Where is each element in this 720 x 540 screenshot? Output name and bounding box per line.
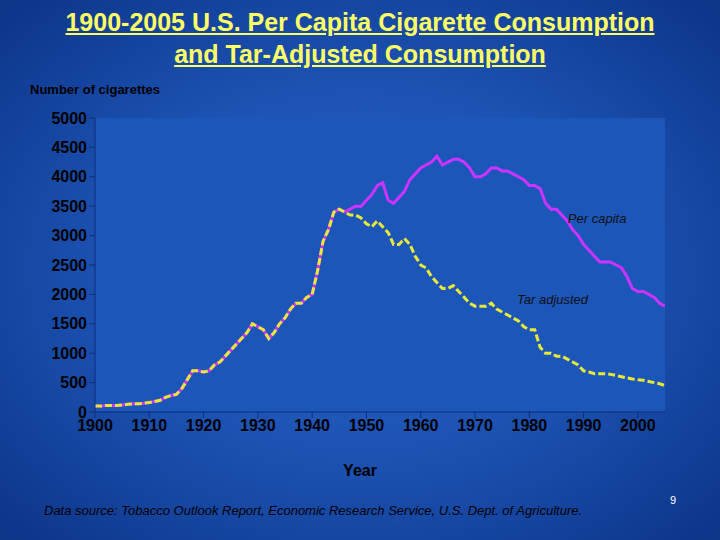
svg-text:1960: 1960	[403, 417, 439, 434]
svg-text:Tar adjusted: Tar adjusted	[517, 292, 589, 307]
html-text:Number of cigarettes: Number of cigarettes	[30, 82, 160, 97]
svg-text:1920: 1920	[186, 417, 222, 434]
svg-text:3500: 3500	[51, 198, 87, 215]
svg-text:1900: 1900	[77, 417, 113, 435]
svg-text:3000: 3000	[51, 227, 87, 244]
svg-text:0: 0	[78, 404, 87, 421]
svg-text:500: 500	[60, 374, 87, 391]
svg-text:2000: 2000	[51, 286, 87, 303]
svg-text:1980: 1980	[511, 417, 547, 434]
svg-text:5000: 5000	[51, 110, 87, 127]
svg-text:1500: 1500	[51, 315, 87, 332]
svg-text:1930: 1930	[240, 417, 276, 434]
svg-text:1950: 1950	[349, 417, 385, 434]
svg-text:1940: 1940	[294, 417, 330, 434]
svg-text:1910: 1910	[131, 417, 167, 434]
svg-text:4000: 4000	[51, 168, 87, 185]
svg-text:1990: 1990	[566, 417, 602, 434]
html-text:9: 9	[670, 494, 677, 506]
html-text:Year: Year	[343, 462, 377, 479]
html-text:Data source: Tobacco Outlook R: Data source: Tobacco Outlook Report, Eco…	[44, 503, 583, 518]
svg-text:Per capita: Per capita	[568, 211, 627, 226]
svg-text:4500: 4500	[51, 139, 87, 156]
svg-text:2000: 2000	[620, 417, 656, 434]
html-text:1900-2005 U.S. Per Capita Ciga: 1900-2005 U.S. Per Capita Cigarette Cons…	[65, 8, 655, 68]
svg-text:1000: 1000	[51, 345, 87, 362]
svg-text:2500: 2500	[51, 257, 87, 274]
svg-text:1970: 1970	[457, 417, 493, 434]
